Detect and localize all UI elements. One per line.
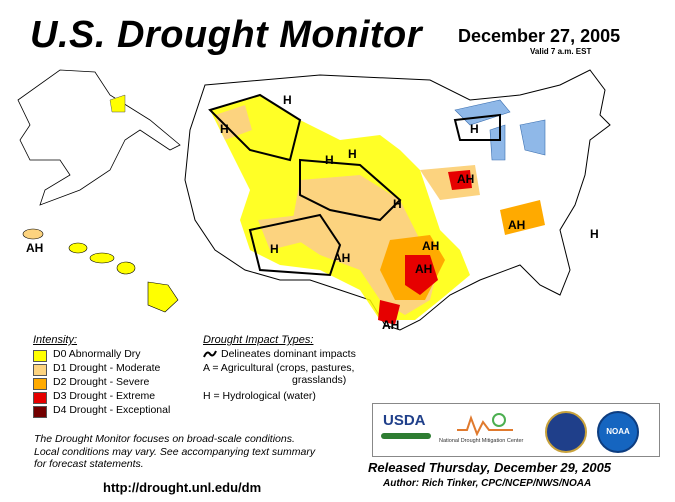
ndmc-logo-icon bbox=[457, 413, 513, 436]
disclaimer-note: The Drought Monitor focuses on broad-sca… bbox=[34, 433, 374, 471]
ndmc-logo-text: National Drought Mitigation Center bbox=[439, 438, 524, 444]
impact-hydro-label: H = Hydrological (water) bbox=[203, 390, 316, 402]
swatch-d2 bbox=[33, 378, 47, 390]
map-label-ah-hawaii: AH bbox=[26, 241, 43, 255]
map-label-ah-ar: AH bbox=[422, 239, 439, 253]
note-line-1: The Drought Monitor focuses on broad-sca… bbox=[34, 433, 295, 445]
swatch-d3 bbox=[33, 392, 47, 404]
doc-seal-icon bbox=[545, 411, 587, 453]
noaa-logo: NOAA bbox=[597, 411, 639, 453]
impact-agri-label-2: grasslands) bbox=[292, 374, 347, 386]
map-label-ah-gulf: AH bbox=[382, 318, 399, 332]
valid-time: Valid 7 a.m. EST bbox=[530, 47, 592, 56]
legend-d0-label: D0 Abnormally Dry bbox=[53, 348, 141, 360]
map-label-ah-ky: AH bbox=[508, 218, 525, 232]
note-line-3: for forecast statements. bbox=[34, 458, 144, 470]
intensity-legend-heading: Intensity: bbox=[33, 334, 78, 346]
map-label-h-sd: H bbox=[348, 147, 357, 161]
impact-line-icon bbox=[203, 350, 217, 358]
conus-region bbox=[184, 69, 611, 331]
note-line-2: Local conditions may vary. See accompany… bbox=[34, 445, 316, 458]
usda-swoosh bbox=[381, 433, 431, 439]
alaska-region bbox=[17, 69, 181, 206]
website-url[interactable]: http://drought.unl.edu/dm bbox=[103, 480, 262, 495]
map-label-ah-il: AH bbox=[457, 172, 474, 186]
release-date: Released Thursday, December 29, 2005 bbox=[368, 460, 612, 475]
swatch-d0 bbox=[33, 350, 47, 362]
map-label-ah-tx: AH bbox=[415, 262, 432, 276]
swatch-d4 bbox=[33, 406, 47, 418]
map-title: U.S. Drought Monitor bbox=[30, 14, 423, 56]
map-date: December 27, 2005 bbox=[458, 26, 621, 46]
impact-legend-heading: Drought Impact Types: bbox=[203, 334, 314, 346]
legend-d2-label: D2 Drought - Severe bbox=[53, 376, 150, 388]
map-label-h-mi: H bbox=[470, 122, 479, 136]
map-label-h-co: H bbox=[393, 197, 402, 211]
impact-agri-label: A = Agricultural (crops, pastures, bbox=[203, 362, 355, 374]
impact-legend: Delineates dominant impacts A = Agricult… bbox=[203, 348, 373, 408]
intensity-legend: D0 Abnormally Dry D1 Drought - Moderate … bbox=[33, 348, 203, 420]
author-credit: Author: Rich Tinker, CPC/NCEP/NWS/NOAA bbox=[383, 478, 592, 489]
drought-map: H H H H H H H AH AH AH AH AH AH AH H bbox=[17, 69, 611, 332]
legend-d3-label: D3 Drought - Extreme bbox=[53, 390, 156, 402]
impact-line-label: Delineates dominant impacts bbox=[221, 348, 356, 360]
legend-d1-label: D1 Drought - Moderate bbox=[53, 362, 161, 374]
usda-logo: USDA bbox=[383, 412, 426, 429]
legend-d4-label: D4 Drought - Exceptional bbox=[53, 404, 171, 416]
map-label-h-nm: H bbox=[270, 242, 279, 256]
hawaii-region bbox=[22, 228, 179, 313]
map-label-h-west: H bbox=[220, 122, 229, 136]
map-label-h-mt: H bbox=[283, 93, 292, 107]
map-label-h-ne: H bbox=[325, 153, 334, 167]
swatch-d1 bbox=[33, 364, 47, 376]
map-label-h-east: H bbox=[590, 227, 599, 241]
map-label-ah-ok: AH bbox=[333, 251, 350, 265]
agency-logos: USDA National Drought Mitigation Center … bbox=[372, 403, 660, 457]
